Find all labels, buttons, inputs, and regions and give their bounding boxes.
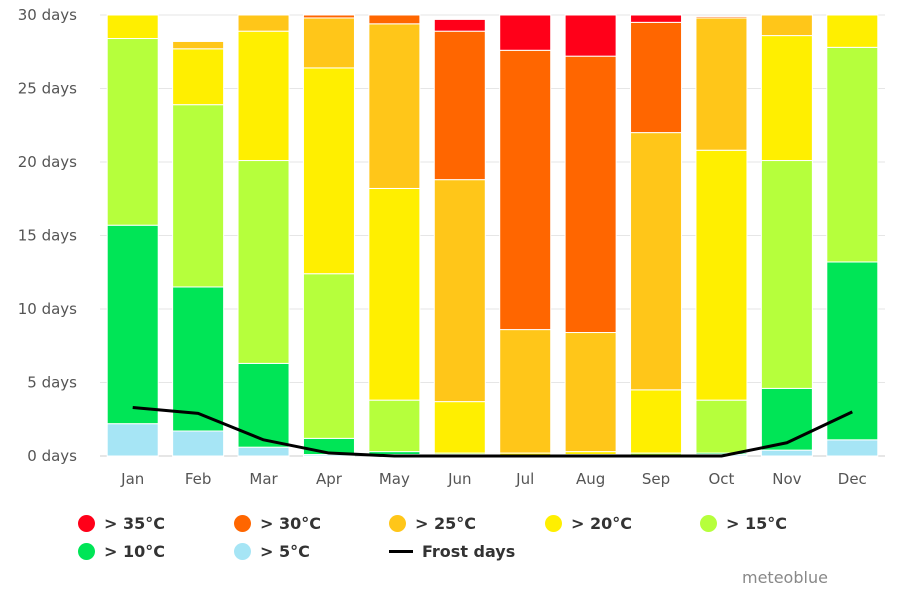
bar-segment <box>172 40 225 50</box>
bar-segment <box>695 15 748 19</box>
bar-segment <box>237 362 290 448</box>
y-tick-label: 5 days <box>27 374 77 392</box>
frost-days-line <box>132 405 853 458</box>
x-tick-label: Apr <box>316 470 343 488</box>
bar-segment <box>368 187 421 401</box>
bar-segment <box>564 55 617 334</box>
legend-swatch <box>78 543 95 560</box>
bar-segment <box>760 14 813 37</box>
x-tick-label: Nov <box>772 470 801 488</box>
bar-segment <box>564 14 617 57</box>
bar-segment <box>302 17 355 69</box>
bar-segment <box>695 17 748 151</box>
bar-segment <box>695 149 748 401</box>
bar-segment <box>302 273 355 439</box>
legend-item-20c[interactable]: > 20°C <box>545 514 632 533</box>
bar-segment <box>237 446 290 457</box>
legend-label: > 15°C <box>726 514 787 533</box>
y-tick-label: 0 days <box>27 447 77 465</box>
x-tick-label: Aug <box>576 470 605 488</box>
y-tick-label: 30 days <box>18 6 77 24</box>
y-tick-label: 20 days <box>18 153 77 171</box>
bar-segment <box>760 387 813 451</box>
legend-item-30c[interactable]: > 30°C <box>234 514 321 533</box>
legend-swatch <box>700 515 717 532</box>
x-tick-label: Jan <box>120 470 144 488</box>
bar-segment <box>172 104 225 288</box>
bar-segment <box>302 14 355 19</box>
x-tick-label: Mar <box>249 470 278 488</box>
legend-label: Frost days <box>422 542 516 561</box>
x-tick-label: Feb <box>185 470 212 488</box>
legend-label: > 5°C <box>260 542 310 561</box>
x-tick-label: Oct <box>708 470 734 488</box>
bar-segment <box>433 179 486 403</box>
y-tick-label: 15 days <box>18 227 77 245</box>
bar-segment <box>630 14 683 23</box>
legend-swatch <box>389 515 406 532</box>
bar-segment <box>564 332 617 453</box>
bar-segment <box>237 30 290 162</box>
bar-segment <box>106 14 159 40</box>
legend-item-15c[interactable]: > 15°C <box>700 514 787 533</box>
y-tick-label: 10 days <box>18 300 77 318</box>
bar-segment <box>760 449 813 457</box>
bar-segment <box>433 401 486 454</box>
legend-item-5c[interactable]: > 5°C <box>234 542 310 561</box>
bar-segment <box>630 21 683 134</box>
bar-segment <box>368 399 421 453</box>
bar-segment <box>172 48 225 106</box>
legend-swatch <box>234 543 251 560</box>
y-tick-label: 25 days <box>18 80 77 98</box>
legend-line-swatch <box>389 550 413 553</box>
x-tick-label: Dec <box>838 470 867 488</box>
bar-segment <box>106 423 159 457</box>
legend-swatch <box>78 515 95 532</box>
bar-segment <box>826 439 879 457</box>
legend-item-frost-days[interactable]: Frost days <box>389 542 515 561</box>
x-tick-label: Jun <box>447 470 471 488</box>
credit-watermark: meteoblue <box>742 568 828 587</box>
bar-segment <box>826 14 879 48</box>
bar-segment <box>826 261 879 441</box>
legend-label: > 35°C <box>104 514 165 533</box>
legend-label: > 25°C <box>415 514 476 533</box>
legend-label: > 20°C <box>571 514 632 533</box>
bar-segment <box>760 35 813 162</box>
bar-segment <box>368 14 421 25</box>
legend-item-35c[interactable]: > 35°C <box>78 514 165 533</box>
x-tick-label: Sep <box>642 470 670 488</box>
x-tick-label: May <box>379 470 410 488</box>
bar-segment <box>368 23 421 189</box>
bar-segment <box>106 224 159 425</box>
bar-segment <box>695 399 748 454</box>
bar-segment <box>172 430 225 457</box>
legend-label: > 10°C <box>104 542 165 561</box>
legend-label: > 30°C <box>260 514 321 533</box>
bar-segment <box>433 30 486 181</box>
bar-segment <box>630 389 683 454</box>
bar-segment <box>237 160 290 364</box>
legend-swatch <box>545 515 562 532</box>
bar-segment <box>826 46 879 263</box>
x-tick-label: Jul <box>515 470 534 488</box>
bar-segment <box>499 14 552 51</box>
legend-item-10c[interactable]: > 10°C <box>78 542 165 561</box>
bar-segment <box>630 132 683 391</box>
bar-segment <box>433 18 486 32</box>
bar-segment <box>106 38 159 226</box>
bar-segment <box>499 329 552 454</box>
bar-segment <box>172 286 225 432</box>
bar-segment <box>302 67 355 275</box>
bar-segment <box>237 14 290 32</box>
bar-segment <box>499 49 552 331</box>
legend-swatch <box>234 515 251 532</box>
bar-segment <box>760 160 813 389</box>
legend-item-25c[interactable]: > 25°C <box>389 514 476 533</box>
